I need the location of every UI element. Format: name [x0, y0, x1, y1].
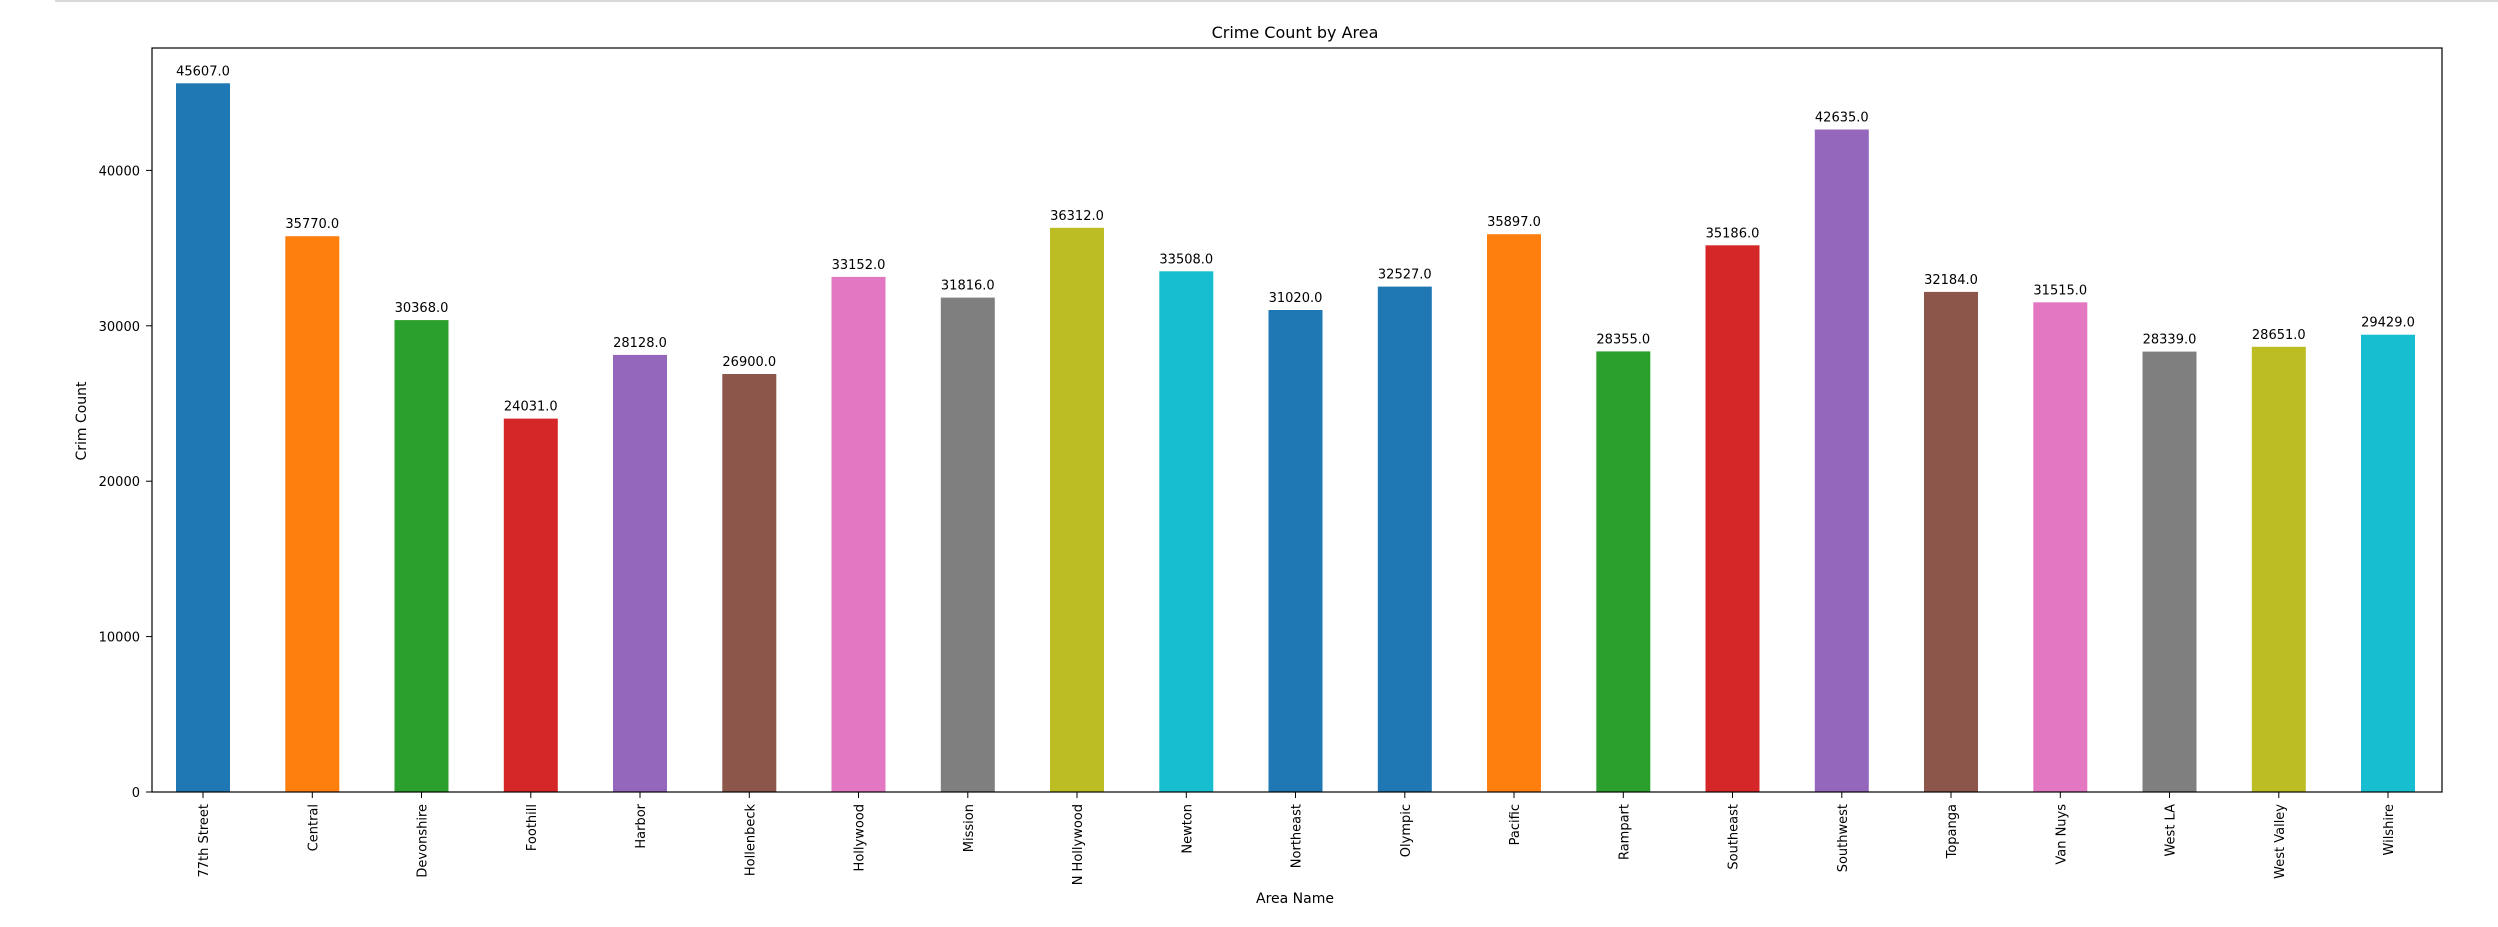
x-tick-label: Wilshire [2382, 804, 2397, 855]
x-tick-label: Mission [962, 804, 977, 852]
x-axis-label: Area Name [1256, 891, 1334, 907]
bar-value-label: 31816.0 [941, 279, 995, 294]
x-tick-label: Olympic [1399, 804, 1414, 857]
x-tick-label: West Valley [2273, 804, 2288, 879]
bar-value-label: 31020.0 [1269, 291, 1323, 306]
bar-value-label: 33508.0 [1159, 252, 1213, 267]
bar-southeast [1705, 245, 1760, 793]
bar-value-label: 32184.0 [1924, 273, 1978, 288]
x-tick-label: Foothill [525, 804, 540, 851]
bar-southwest [1814, 129, 1869, 792]
bar-newton [1159, 271, 1214, 792]
x-tick-label: Central [306, 804, 321, 851]
bar-value-label: 28128.0 [613, 336, 667, 351]
bar-hollenbeck [722, 374, 777, 792]
bar-foothill [503, 418, 558, 792]
x-tick-label: Newton [1180, 804, 1195, 854]
x-tick-label: Van Nuys [2054, 804, 2069, 865]
bar-west-valley [2251, 346, 2306, 792]
y-tick-label: 0 [132, 786, 140, 801]
x-tick-label: Topanga [1945, 804, 1960, 859]
x-tick-label: Northeast [1290, 804, 1305, 868]
plot-frame [151, 47, 2443, 793]
bar-topanga [1924, 291, 1978, 792]
bar-value-label: 35770.0 [285, 217, 339, 232]
x-tick-label: Hollywood [853, 804, 868, 871]
bar-west-la [2142, 351, 2197, 792]
y-tick-label: 30000 [99, 320, 140, 335]
bar-value-label: 28355.0 [1596, 332, 1650, 347]
bar-mission [940, 297, 995, 792]
chart-title: Crime Count by Area [1212, 23, 1379, 42]
bar-northeast [1268, 310, 1323, 792]
bar-value-label: 45607.0 [176, 64, 230, 79]
bar-wilshire [2361, 334, 2415, 792]
bar-n-hollywood [1050, 227, 1104, 793]
x-tick-label: Pacific [1508, 804, 1523, 845]
bar-central [285, 236, 340, 792]
x-tick-label: Rampart [1617, 804, 1632, 860]
bar-value-label: 29429.0 [2361, 316, 2415, 331]
x-tick-label: Southeast [1727, 804, 1742, 870]
y-axis-label: Crim Count [74, 381, 90, 461]
bar-value-label: 35897.0 [1487, 215, 1541, 230]
y-tick-label: 40000 [99, 164, 140, 179]
bar-olympic [1377, 286, 1432, 792]
y-tick-label: 10000 [99, 631, 140, 646]
top-divider [55, 0, 2498, 2]
x-tick-label: Harbor [634, 803, 649, 848]
y-ticks-layer: 0 10000 20000 30000 40000 [99, 164, 152, 801]
y-tick-label: 20000 [99, 475, 140, 490]
bar-value-label: 28339.0 [2143, 333, 2197, 348]
bars-layer [176, 83, 2415, 793]
bar-value-label: 42635.0 [1815, 111, 1869, 126]
bar-value-label: 24031.0 [504, 400, 558, 415]
x-tick-label: Hollenbeck [743, 804, 758, 877]
x-tick-label: West LA [2164, 804, 2179, 857]
bar-value-label: 28651.0 [2252, 328, 2306, 343]
bar-77th-street [176, 83, 230, 793]
x-tick-label: 77th Street [197, 804, 212, 878]
bar-value-label: 35186.0 [1706, 226, 1760, 241]
bar-value-label: 36312.0 [1050, 209, 1104, 224]
x-tick-label: Southwest [1836, 804, 1851, 872]
bar-value-label: 31515.0 [2033, 283, 2087, 298]
bar-rampart [1596, 351, 1651, 792]
x-tick-label: Devonshire [416, 804, 431, 878]
bar-van-nuys [2033, 302, 2088, 792]
bar-labels-layer: 45607.0 35770.0 30368.0 24031.0 28128.0 26900… [176, 64, 2415, 414]
bar-hollywood [831, 276, 886, 792]
bar-value-label: 26900.0 [722, 355, 776, 370]
x-tick-label: N Hollywood [1071, 804, 1086, 885]
bar-harbor [613, 354, 667, 792]
x-ticks-layer: 77th Street Central Devonshire Foothill Harb… [197, 792, 2397, 885]
bar-devonshire [394, 320, 449, 792]
bar-value-label: 33152.0 [832, 258, 886, 273]
bar-pacific [1487, 234, 1541, 792]
bar-value-label: 30368.0 [395, 301, 449, 316]
bar-value-label: 32527.0 [1378, 268, 1432, 283]
